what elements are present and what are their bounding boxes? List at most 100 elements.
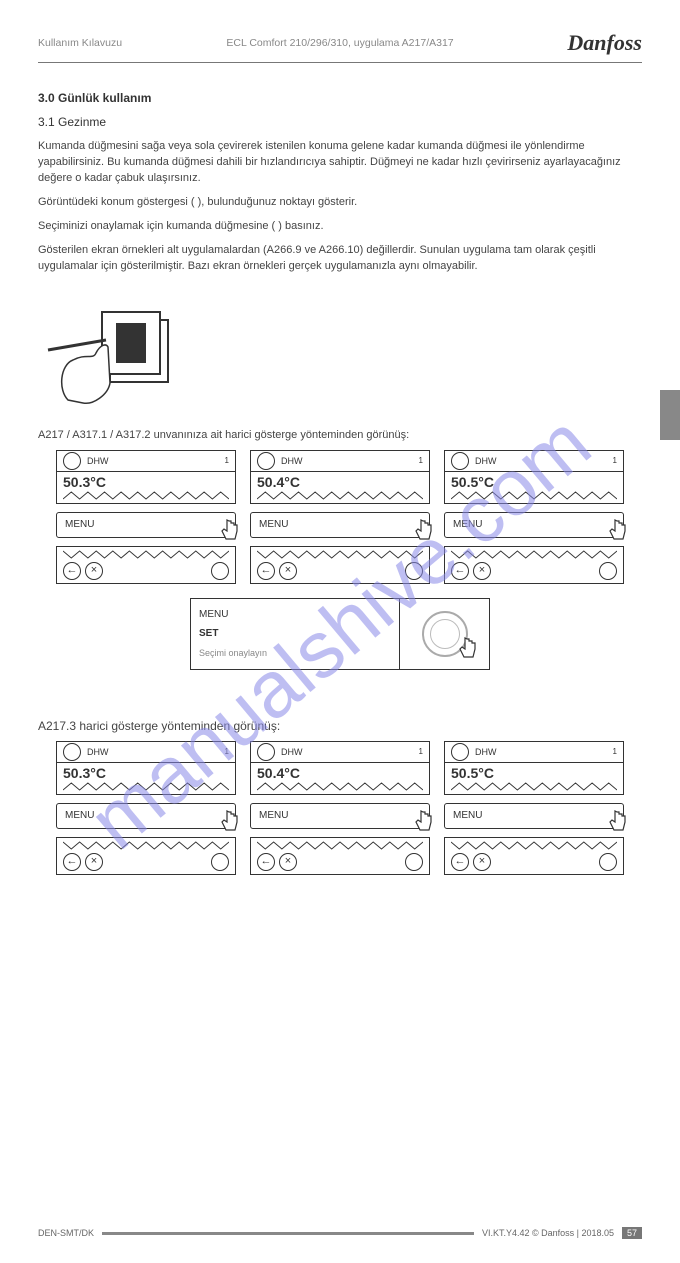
temperature-value: 50.3°C [63, 765, 106, 781]
panel-index: 1 [613, 456, 617, 465]
confirm-icon[interactable] [599, 562, 617, 580]
panel-footer: ← × [444, 837, 624, 875]
pointer-hand-icon [411, 517, 439, 545]
cancel-icon[interactable]: × [85, 853, 103, 871]
menu-button[interactable]: MENU [250, 512, 430, 538]
cancel-icon[interactable]: × [279, 853, 297, 871]
back-icon[interactable]: ← [451, 853, 469, 871]
panel-body: 50.5°C [444, 763, 624, 795]
body-para-4: Gösterilen ekran örnekleri alt uygulamal… [38, 243, 642, 275]
cancel-icon[interactable]: × [85, 562, 103, 580]
panel-title: DHW [281, 747, 303, 757]
menu-label: MENU [65, 810, 94, 821]
confirm-text: MENU SET Seçimi onaylayın [191, 599, 399, 669]
footer-bar [102, 1232, 474, 1235]
tear-edge-icon [451, 490, 617, 500]
panel-body: 50.3°C [56, 472, 236, 504]
panel-footer: ← × [56, 546, 236, 584]
panel-index: 1 [613, 747, 617, 756]
panel-header: DHW 1 [250, 450, 430, 472]
menu-button[interactable]: MENU [56, 803, 236, 829]
cancel-icon[interactable]: × [279, 562, 297, 580]
panel-index: 1 [419, 456, 423, 465]
footer-ref: VI.KT.Y4.42 © Danfoss | 2018.05 [482, 1228, 614, 1238]
tear-edge-icon [451, 840, 617, 850]
mode-icon [257, 743, 275, 761]
confirm-icon[interactable] [405, 562, 423, 580]
back-icon[interactable]: ← [257, 562, 275, 580]
temperature-value: 50.5°C [451, 765, 494, 781]
tear-edge-icon [451, 549, 617, 559]
back-icon[interactable]: ← [63, 853, 81, 871]
panel-header: DHW 1 [250, 741, 430, 763]
display-panel: DHW 1 50.5°C MENU ← × [444, 450, 624, 584]
header-right-text: ECL Comfort 210/296/310, uygulama A217/A… [226, 37, 453, 49]
confirm-icon[interactable] [211, 562, 229, 580]
body-para-2: Görüntüdeki konum göstergesi ( ), bulund… [38, 195, 642, 211]
display-panel: DHW 1 50.3°C MENU ← × [56, 741, 236, 875]
panel-header: DHW 1 [444, 450, 624, 472]
panel-header: DHW 1 [444, 741, 624, 763]
confirm-icon[interactable] [599, 853, 617, 871]
panel-body: 50.3°C [56, 763, 236, 795]
pointer-hand-icon [455, 635, 483, 663]
pointer-hand-icon [605, 808, 633, 836]
confirm-icon[interactable] [211, 853, 229, 871]
menu-button[interactable]: MENU [250, 803, 430, 829]
display-panel: DHW 1 50.4°C MENU ← × [250, 741, 430, 875]
panel-title: DHW [475, 747, 497, 757]
menu-label: MENU [259, 519, 288, 530]
menu-label: MENU [453, 519, 482, 530]
mode-icon [63, 452, 81, 470]
page-footer: DEN-SMT/DK VI.KT.Y4.42 © Danfoss | 2018.… [38, 1227, 642, 1239]
hand-writing-illustration [38, 305, 642, 418]
menu-button[interactable]: MENU [444, 803, 624, 829]
back-icon[interactable]: ← [257, 853, 275, 871]
temperature-value: 50.3°C [63, 474, 106, 490]
panel-title: DHW [87, 747, 109, 757]
display-panel: DHW 1 50.4°C MENU ← × [250, 450, 430, 584]
tear-edge-icon [257, 490, 423, 500]
page-number: 57 [622, 1227, 642, 1239]
page-header: Kullanım Kılavuzu ECL Comfort 210/296/31… [0, 0, 680, 62]
pointer-hand-icon [217, 517, 245, 545]
panel-row-2: DHW 1 50.3°C MENU ← × [38, 741, 642, 875]
dial-area [399, 599, 489, 669]
panel-title: DHW [475, 456, 497, 466]
cancel-icon[interactable]: × [473, 853, 491, 871]
tear-edge-icon [63, 549, 229, 559]
panel-body: 50.4°C [250, 763, 430, 795]
tear-edge-icon [63, 781, 229, 791]
mode-icon [451, 452, 469, 470]
temperature-value: 50.4°C [257, 765, 300, 781]
confirm-line-3: Seçimi onaylayın [199, 648, 391, 658]
pointer-hand-icon [217, 808, 245, 836]
confirm-line-2: SET [199, 628, 391, 639]
panel-body: 50.5°C [444, 472, 624, 504]
back-icon[interactable]: ← [451, 562, 469, 580]
panel-index: 1 [225, 456, 229, 465]
panel-row-1: DHW 1 50.3°C MENU ← × [38, 450, 642, 584]
menu-button[interactable]: MENU [444, 512, 624, 538]
section-tab [660, 390, 680, 440]
tear-edge-icon [63, 840, 229, 850]
menu-label: MENU [259, 810, 288, 821]
tear-edge-icon [257, 781, 423, 791]
confirm-line-1: MENU [199, 609, 391, 620]
panel-footer: ← × [56, 837, 236, 875]
panel-header: DHW 1 [56, 741, 236, 763]
mode-icon [63, 743, 81, 761]
confirm-icon[interactable] [405, 853, 423, 871]
temperature-value: 50.5°C [451, 474, 494, 490]
pointer-hand-icon [411, 808, 439, 836]
body-para-1: Kumanda düğmesini sağa veya sola çevirer… [38, 139, 642, 187]
panel-footer: ← × [444, 546, 624, 584]
panel-body: 50.4°C [250, 472, 430, 504]
panel-footer: ← × [250, 837, 430, 875]
menu-label: MENU [453, 810, 482, 821]
back-icon[interactable]: ← [63, 562, 81, 580]
tear-edge-icon [257, 840, 423, 850]
cancel-icon[interactable]: × [473, 562, 491, 580]
menu-button[interactable]: MENU [56, 512, 236, 538]
display-panel: DHW 1 50.5°C MENU ← × [444, 741, 624, 875]
